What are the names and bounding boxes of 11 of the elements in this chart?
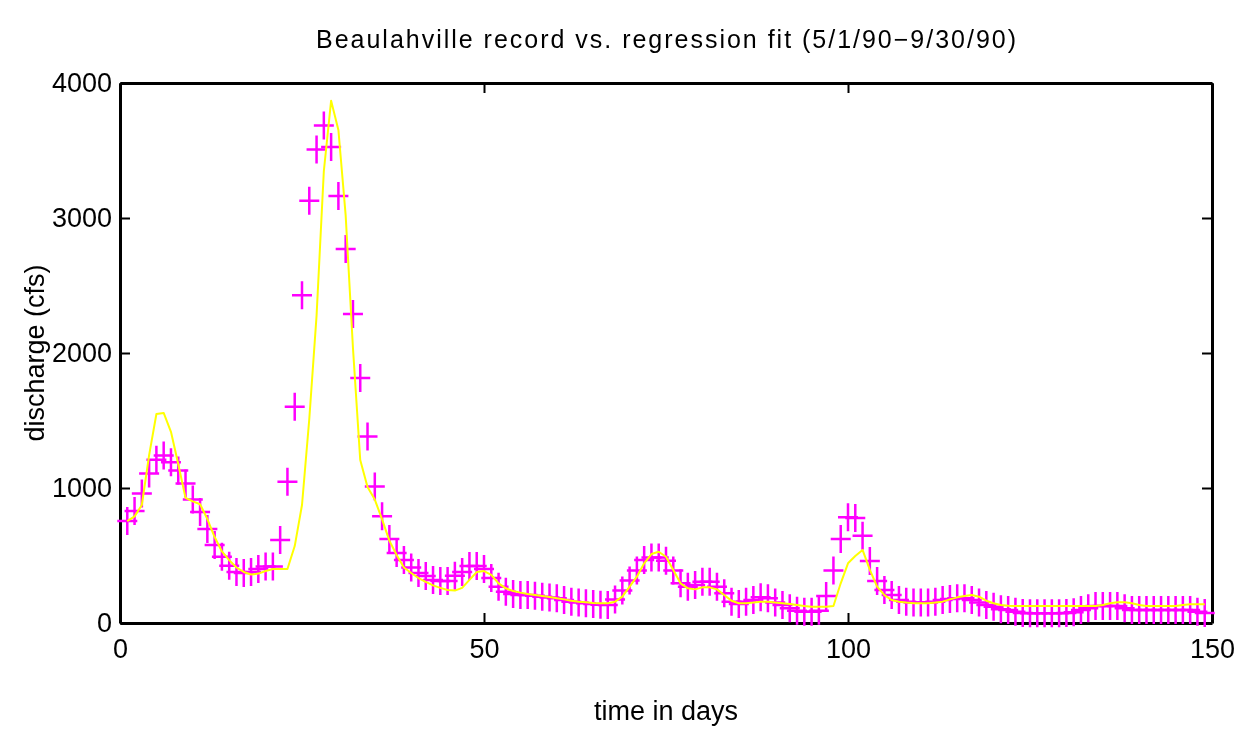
x-tick-label: 150 [1189,634,1236,665]
y-axis-title: discharge (cfs) [20,264,50,442]
x-axis-title: time in days [593,696,739,726]
x-tick-label: 100 [825,634,872,665]
y-tick-label: 2000 [51,338,112,369]
y-tick-label: 3000 [51,203,112,234]
y-tick-label: 4000 [51,68,112,99]
y-tick-label: 0 [96,608,112,639]
chart-title: Beaulahville record vs. regression fit (5/1/90−9/30/90) [316,25,1016,53]
y-tick-label: 1000 [51,473,112,504]
x-tick-label: 50 [469,634,500,665]
